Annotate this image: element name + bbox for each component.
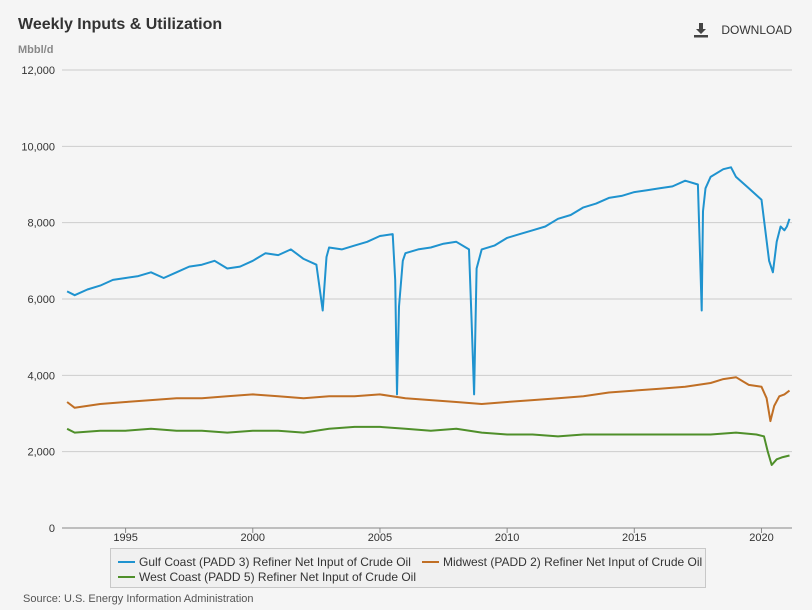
download-button[interactable]: DOWNLOAD [693, 22, 792, 38]
legend-label-gulf-coast: Gulf Coast (PADD 3) Refiner Net Input of… [139, 555, 411, 569]
x-tick-label: 2000 [241, 532, 265, 544]
chart-title: Weekly Inputs & Utilization [18, 16, 223, 33]
y-tick-label: 2,000 [27, 447, 55, 459]
y-axis-unit: Mbbl/d [18, 44, 54, 56]
y-tick-label: 0 [49, 523, 55, 535]
legend-label-midwest: Midwest (PADD 2) Refiner Net Input of Cr… [443, 555, 703, 569]
x-tick-label: 1995 [113, 532, 137, 544]
y-tick-label: 10,000 [21, 141, 55, 153]
chart-legend: Gulf Coast (PADD 3) Refiner Net Input of… [110, 548, 706, 588]
source-note: Source: U.S. Energy Information Administ… [23, 593, 254, 605]
y-tick-label: 12,000 [21, 65, 55, 77]
x-tick-label: 2005 [368, 532, 392, 544]
download-icon [694, 23, 709, 38]
legend-item-west-coast[interactable]: West Coast (PADD 5) Refiner Net Input of… [118, 570, 416, 584]
legend-swatch-west-coast [118, 576, 135, 578]
x-tick-label: 2020 [749, 532, 773, 544]
series-line-west-coast [66, 425, 790, 466]
legend-item-gulf-coast[interactable]: Gulf Coast (PADD 3) Refiner Net Input of… [118, 555, 411, 569]
legend-item-midwest[interactable]: Midwest (PADD 2) Refiner Net Input of Cr… [422, 555, 702, 569]
x-tick-label: 2015 [622, 532, 646, 544]
legend-swatch-midwest [422, 561, 439, 563]
x-tick-label: 2010 [495, 532, 519, 544]
y-tick-label: 8,000 [27, 218, 55, 230]
y-tick-label: 6,000 [27, 294, 55, 306]
series-line-gulf-coast [66, 166, 791, 396]
download-label: DOWNLOAD [721, 23, 792, 37]
legend-swatch-gulf-coast [118, 561, 135, 563]
y-tick-label: 4,000 [27, 370, 55, 382]
legend-label-west-coast: West Coast (PADD 5) Refiner Net Input of… [139, 570, 416, 584]
series-line-midwest [66, 376, 791, 423]
